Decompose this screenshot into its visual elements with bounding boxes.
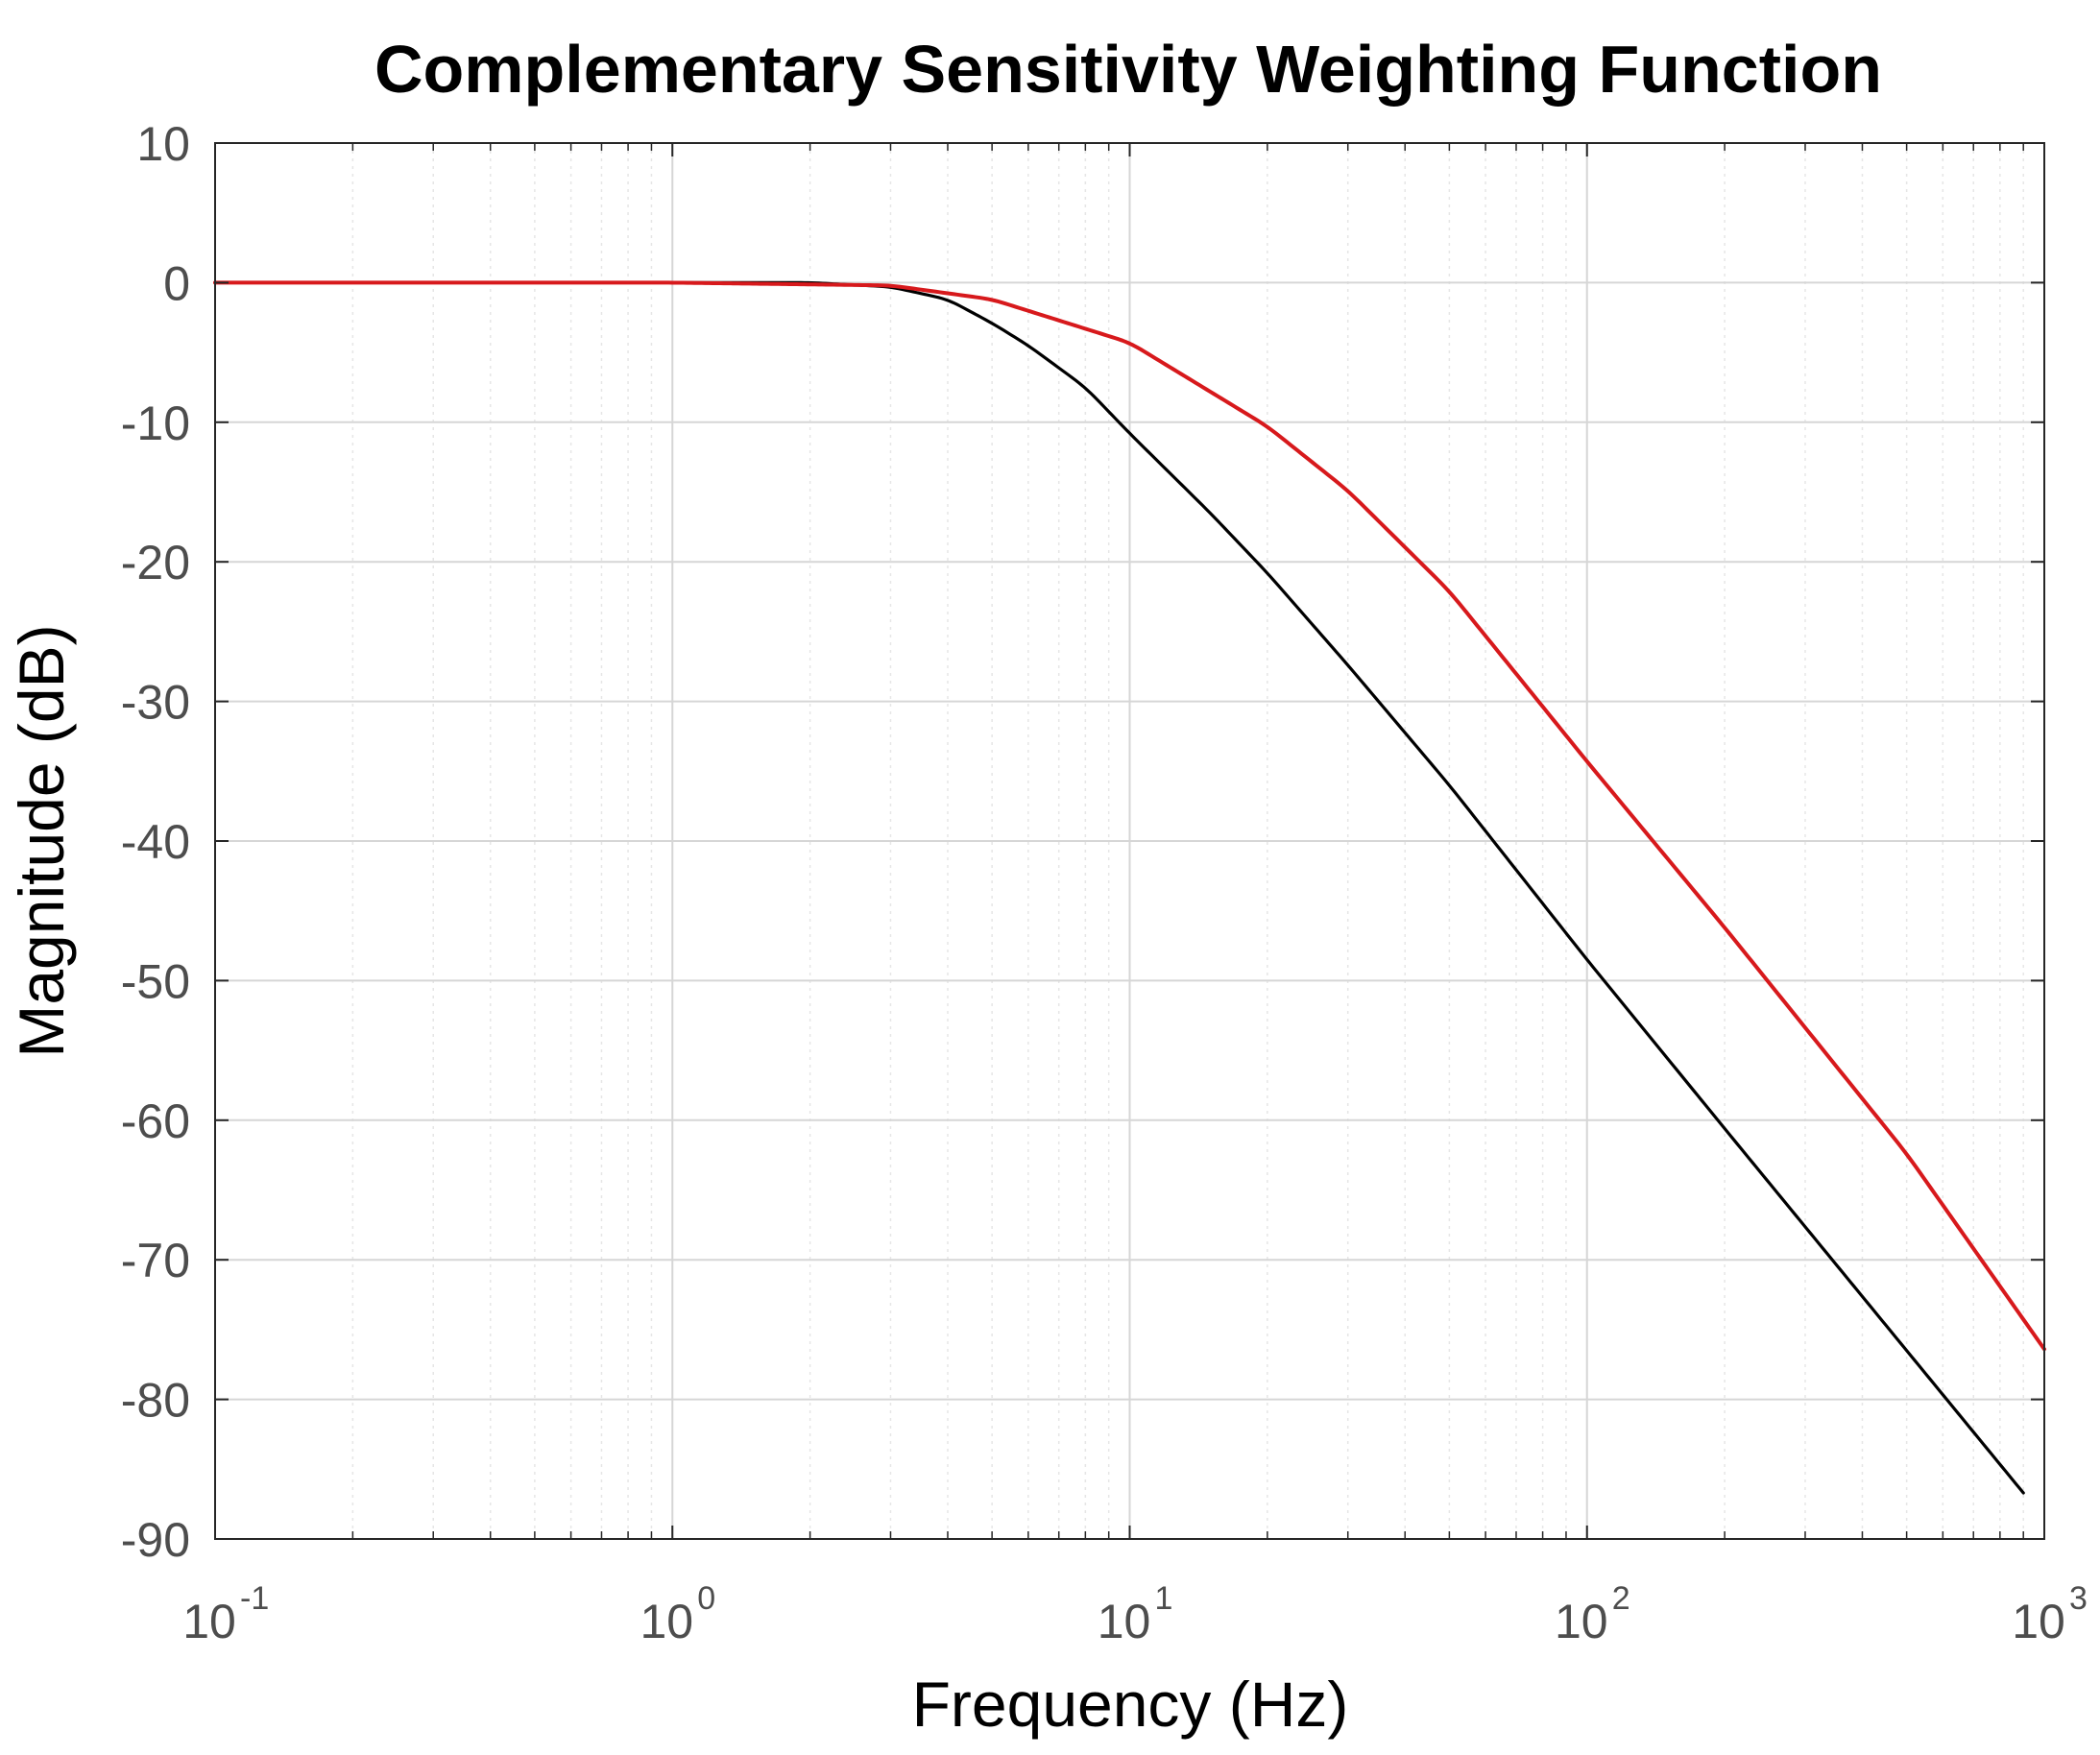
y-tick-label: -80 — [121, 1374, 190, 1428]
y-axis-label: Magnitude (dB) — [6, 624, 77, 1057]
chart-title: Complementary Sensitivity Weighting Func… — [374, 32, 1882, 107]
y-tick-label: -40 — [121, 815, 190, 869]
y-tick-label: 10 — [136, 117, 190, 171]
x-tick-label: 10 — [2012, 1595, 2065, 1648]
minor-grid — [351, 143, 2024, 1539]
x-tick-exponent: 1 — [1155, 1580, 1173, 1617]
x-tick-label: 10 — [1555, 1595, 1608, 1648]
x-tick-label: 10 — [182, 1595, 236, 1648]
x-tick-exponent: 0 — [697, 1580, 715, 1617]
y-tick-labels: 10 0 -10 -20 -30 -40 -50 -60 -70 -80 -90 — [121, 117, 190, 1567]
series-layer — [213, 280, 2046, 1495]
x-tick-exponent: 3 — [2069, 1580, 2088, 1617]
y-tick-label: -50 — [121, 954, 190, 1008]
series-line-red-curve — [213, 280, 2046, 1352]
y-tick-label: -60 — [121, 1094, 190, 1148]
y-tick-label: -20 — [121, 536, 190, 589]
ticks-layer — [214, 142, 2045, 1540]
y-tick-label: -30 — [121, 676, 190, 730]
x-tick-labels: 10 -1 10 0 10 1 10 2 10 3 — [182, 1580, 2088, 1648]
y-tick-label: 0 — [163, 256, 190, 310]
x-tick-exponent: -1 — [240, 1580, 269, 1617]
y-tick-label: -90 — [121, 1513, 190, 1567]
x-tick-label: 10 — [1098, 1595, 1151, 1648]
x-tick-label: 10 — [640, 1595, 693, 1648]
y-tick-label: -10 — [121, 397, 190, 450]
x-axis-label: Frequency (Hz) — [912, 1669, 1349, 1740]
x-tick-exponent: 2 — [1612, 1580, 1630, 1617]
y-tick-label: -70 — [121, 1234, 190, 1287]
